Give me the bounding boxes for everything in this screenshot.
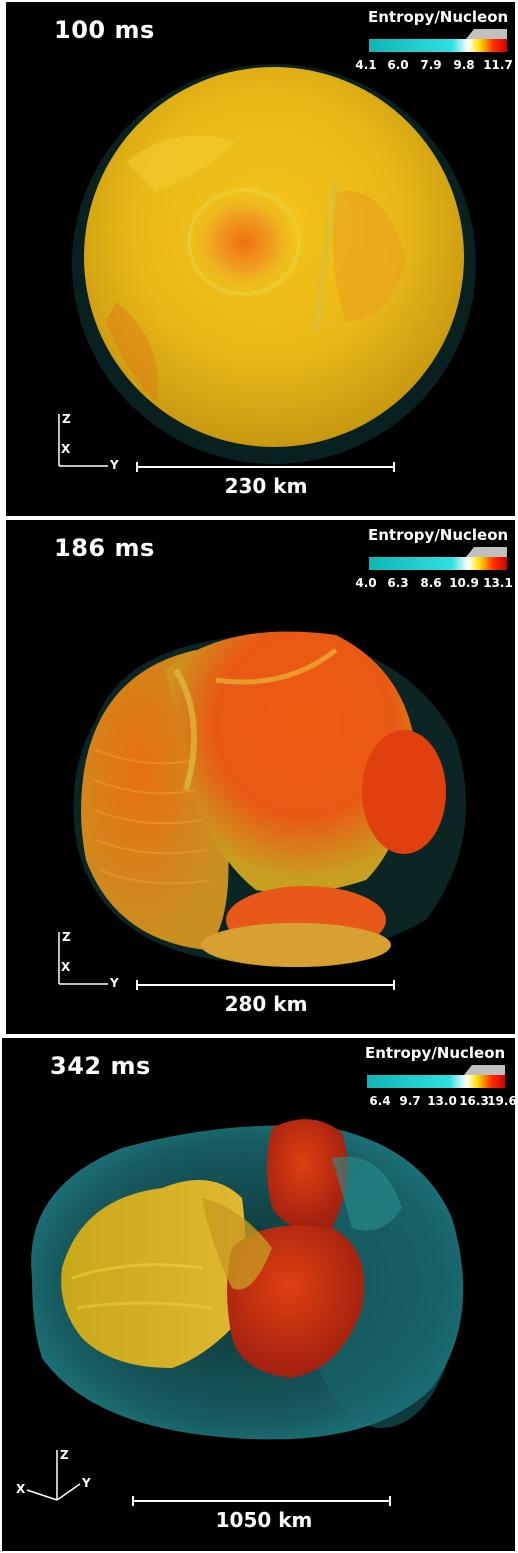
entropy-render-100ms [58, 29, 507, 472]
opacity-ramp [466, 29, 507, 39]
axis-z-label: Z [62, 412, 71, 426]
scale-bar-label: 1050 km [215, 1508, 313, 1532]
time-label: 342 ms [50, 1052, 151, 1080]
entropy-render-342ms [26, 1065, 505, 1506]
time-label: 186 ms [54, 534, 155, 562]
hot-spot [189, 190, 299, 294]
axis-z-label: Z [62, 930, 71, 944]
axis-x-label: X [61, 960, 71, 974]
opacity-ramp [466, 547, 507, 557]
panel-100ms: 100 ms Entropy/Nucleon 4.1 6.0 7.9 9.8 1… [6, 2, 515, 516]
colorbar-tick: 11.7 [483, 58, 513, 72]
colorbar-tick: 4.0 [355, 576, 377, 590]
entropy-render-186ms [58, 547, 507, 990]
colorbar-title: Entropy/Nucleon [368, 8, 509, 26]
colorbar-tick: 9.8 [453, 58, 475, 72]
colorbar-gradient [367, 1075, 505, 1088]
colorbar-tick: 6.3 [387, 576, 409, 590]
colorbar-gradient [369, 557, 507, 570]
colorbar-ticks: 4.1 6.0 7.9 9.8 11.7 [6, 58, 515, 74]
colorbar-ticks: 4.0 6.3 8.6 10.9 13.1 [6, 576, 515, 592]
axis-z-label: Z [60, 1448, 69, 1462]
opacity-ramp [464, 1065, 505, 1075]
panel-186ms: 186 ms Entropy/Nucleon 4.0 6.3 8.6 10.9 … [6, 520, 515, 1034]
colorbar-title: Entropy/Nucleon [365, 1044, 506, 1062]
colorbar-tick: 4.1 [355, 58, 377, 72]
time-label: 100 ms [54, 16, 155, 44]
colorbar-tick: 8.6 [420, 576, 442, 590]
axis-y-label: Y [110, 976, 119, 990]
colorbar-tick: 7.9 [420, 58, 442, 72]
colorbar-tick: 9.7 [399, 1094, 421, 1108]
colorbar-gradient [369, 39, 507, 52]
colorbar-tick: 6.0 [387, 58, 409, 72]
central-lobe [166, 631, 416, 894]
colorbar-tick: 13.0 [427, 1094, 457, 1108]
colorbar-tick: 13.1 [483, 576, 513, 590]
axis-x-label: X [61, 442, 71, 456]
axis-y-label: Y [110, 458, 119, 472]
colorbar-title: Entropy/Nucleon [368, 526, 509, 544]
yellow-plume [61, 1180, 246, 1368]
colorbar-tick: 10.9 [449, 576, 479, 590]
colorbar-tick: 6.4 [369, 1094, 391, 1108]
axis-x-label: X [16, 1482, 26, 1496]
colorbar-tick: 19.6 [487, 1094, 515, 1108]
panel-342ms: 342 ms Entropy/Nucleon 6.4 9.7 13.0 16.3… [2, 1038, 515, 1551]
scale-bar-label: 230 km [224, 474, 308, 498]
right-lobe [362, 730, 446, 854]
colorbar-tick: 16.3 [459, 1094, 489, 1108]
scale-bar-label: 280 km [224, 992, 308, 1016]
red-lobe-top [267, 1119, 348, 1231]
colorbar-ticks: 6.4 9.7 13.0 16.3 19.6 [2, 1094, 515, 1110]
axis-y-label: Y [82, 1476, 91, 1490]
